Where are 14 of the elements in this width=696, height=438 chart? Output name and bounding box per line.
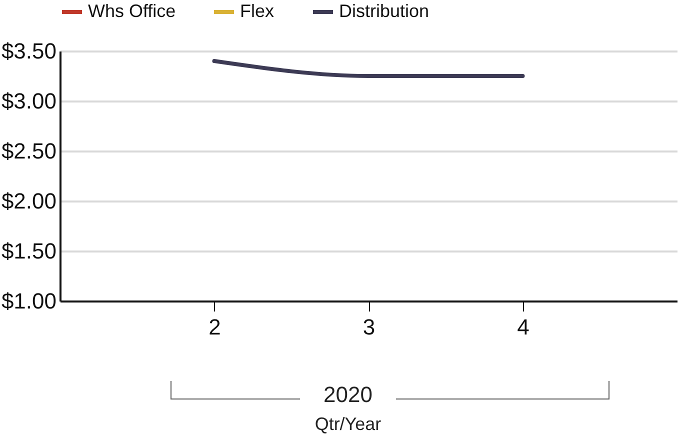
y-tick-label: $2.00	[1, 188, 56, 214]
text: 2020	[300, 382, 396, 407]
legend-label: Flex	[240, 1, 274, 21]
x-tick-label: 2	[208, 314, 221, 340]
legend-label: Distribution	[339, 1, 430, 21]
x-axis-title: Qtr/Year	[314, 414, 382, 435]
x-tick-label: 3	[362, 314, 376, 340]
y-tick-label: $3.50	[1, 38, 56, 64]
y-tick-label: $2.50	[1, 138, 56, 164]
y-tick-label: $1.00	[1, 288, 56, 314]
legend-label: Whs Office	[88, 1, 176, 21]
y-tick-label: $3.00	[1, 88, 56, 114]
x-tick-label: 4	[517, 314, 530, 340]
y-tick-label: $1.50	[1, 238, 56, 264]
